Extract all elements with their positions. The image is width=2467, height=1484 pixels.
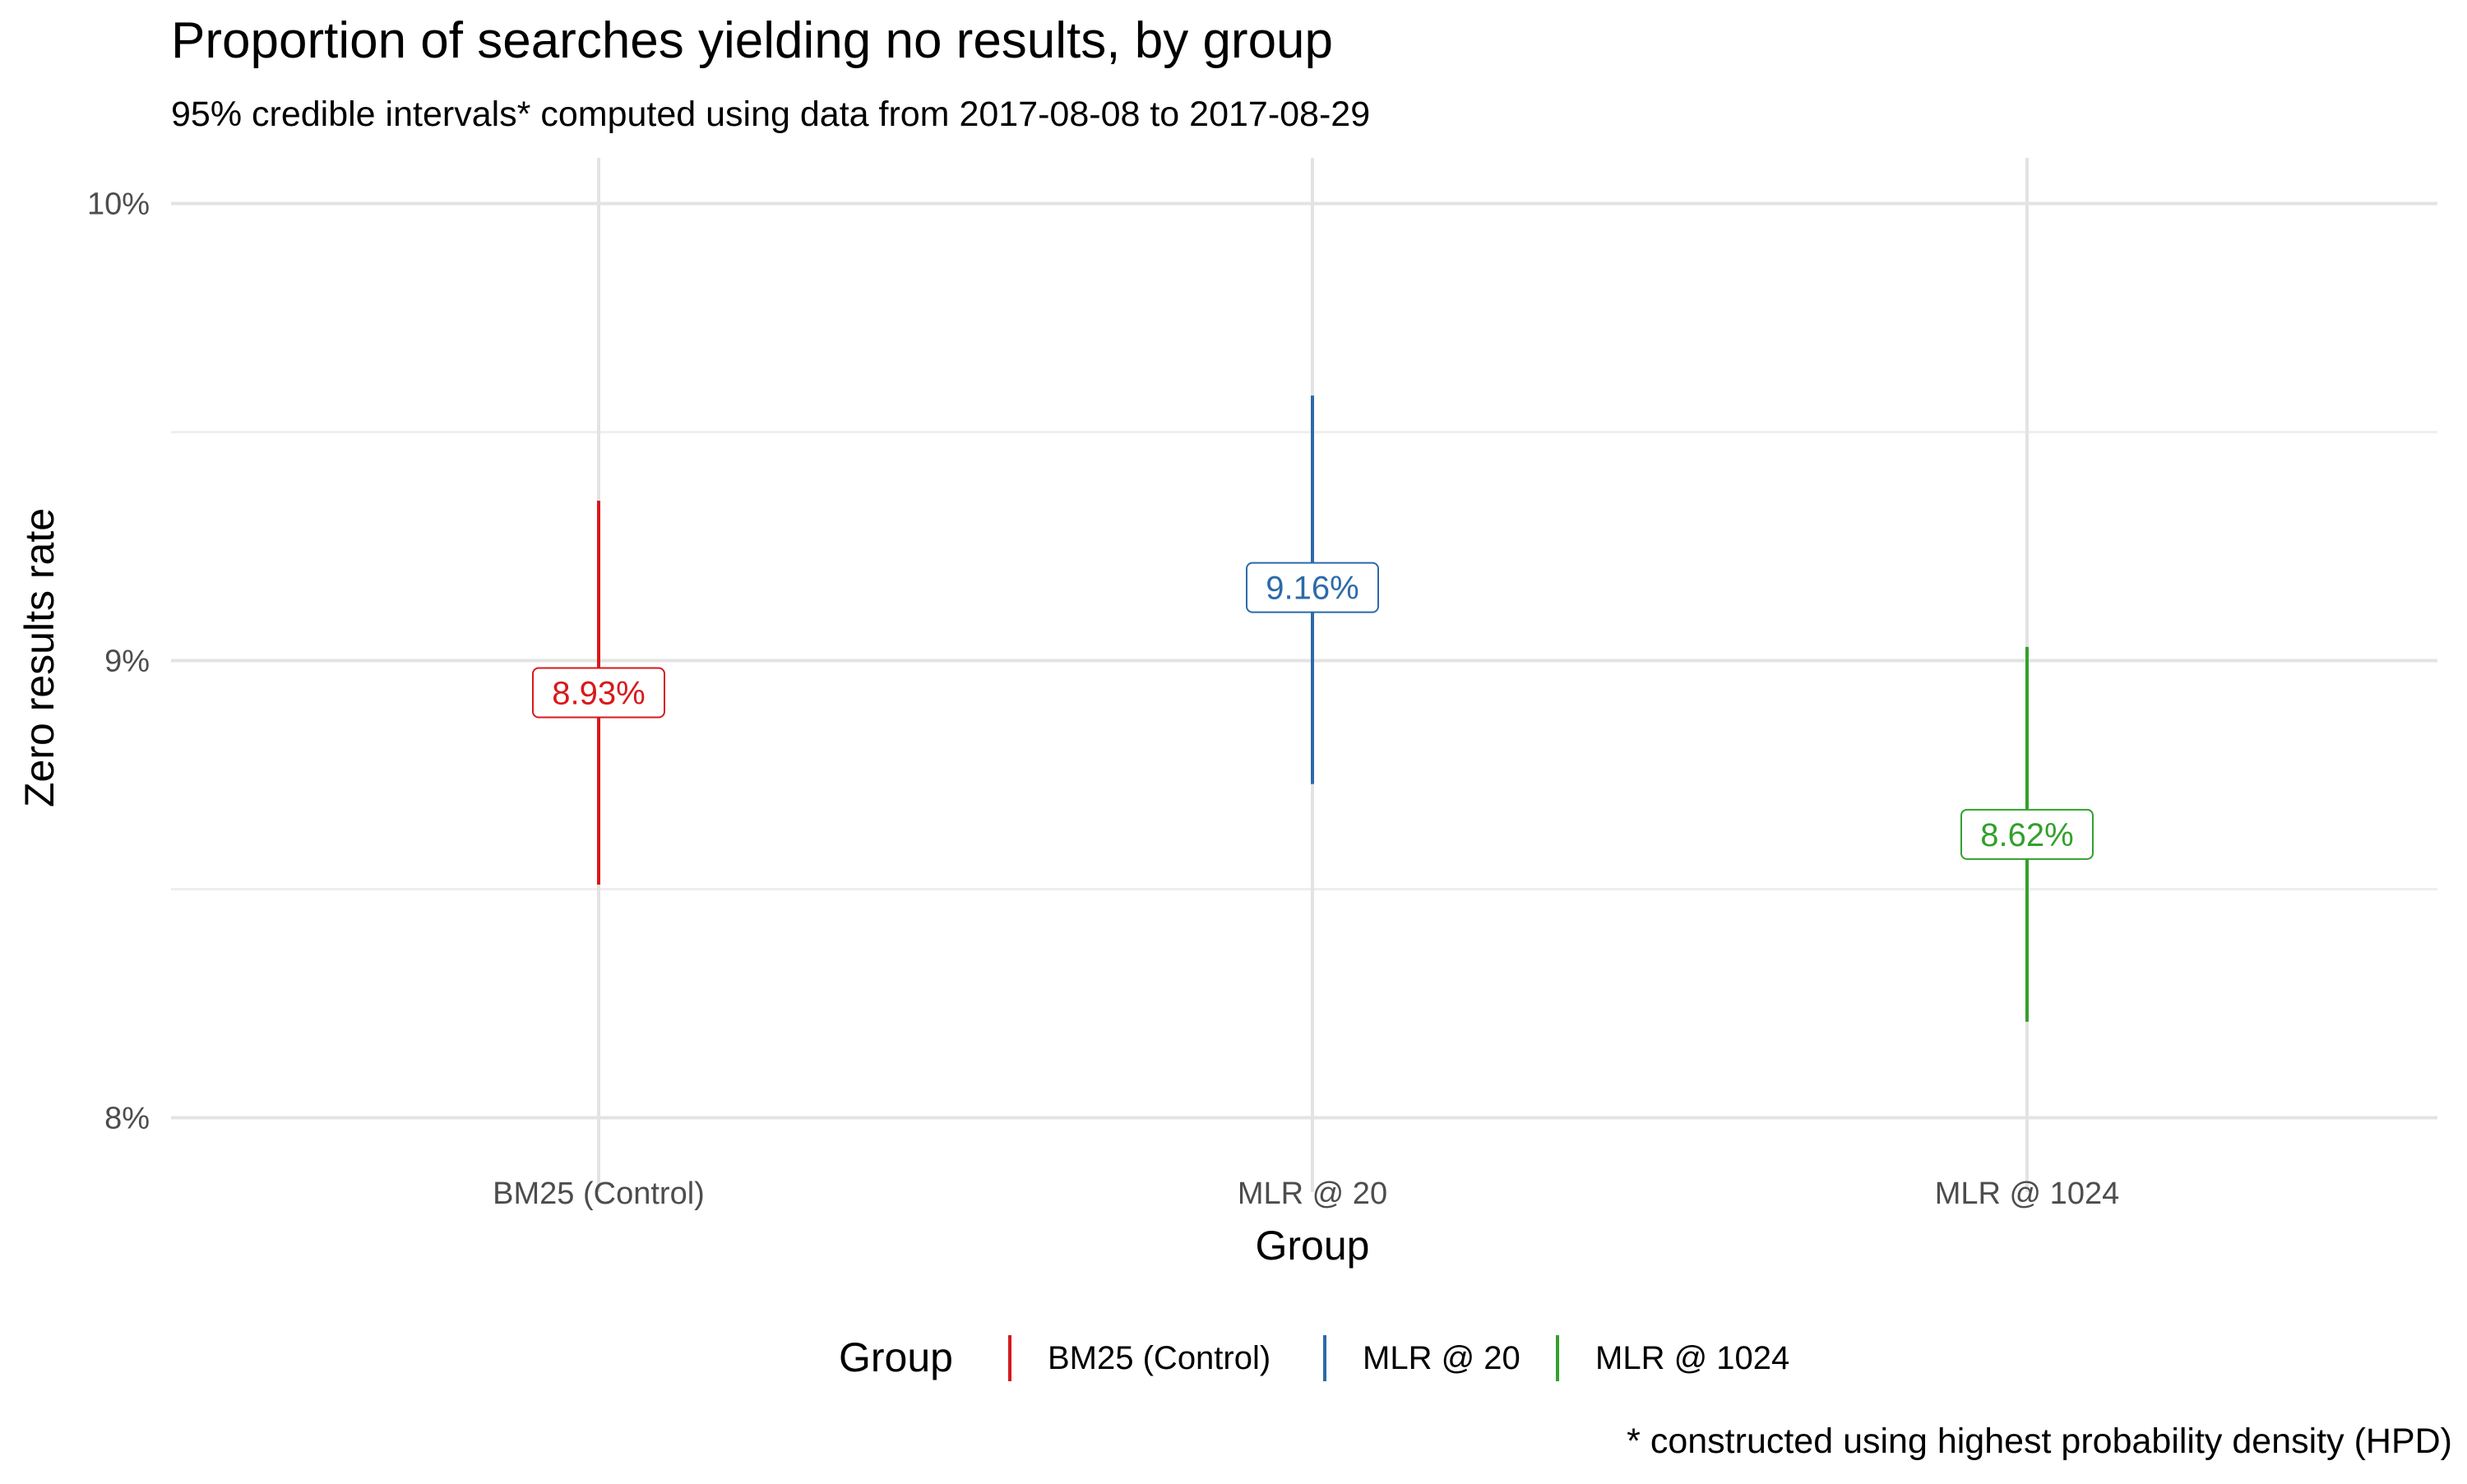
x-axis-title: Group — [1256, 1223, 1370, 1269]
legend-label: BM25 (Control) — [1048, 1340, 1271, 1376]
estimate-label: 8.62% — [1960, 808, 2094, 860]
legend-label: MLR @ 20 — [1363, 1340, 1520, 1376]
estimate-label-box — [1960, 808, 2094, 860]
legend: Group BM25 (Control) MLR @ 20 MLR @ 1024 — [839, 1334, 1789, 1381]
estimate-label-text: 8.62% — [1980, 817, 2073, 853]
legend-title: Group — [839, 1334, 953, 1380]
y-axis-ticks: 8% 9% 10% — [87, 187, 150, 1136]
chart-title: Proportion of searches yielding no resul… — [171, 12, 1333, 69]
y-axis-title: Zero results rate — [16, 508, 62, 807]
estimate-label-text: 9.16% — [1266, 571, 1358, 607]
estimate-label-layer: 8.93% 9.16% 8.62% — [532, 562, 2094, 860]
y-tick-label: 9% — [104, 645, 150, 679]
chart-caption: * constructed using highest probability … — [1627, 1422, 2452, 1461]
x-tick-label: MLR @ 1024 — [1935, 1177, 2119, 1211]
legend-item: MLR @ 1024 — [1556, 1335, 1789, 1381]
y-tick-label: 10% — [87, 187, 150, 222]
chart-subtitle: 95% credible intervals* computed using d… — [171, 95, 1370, 134]
legend-item: BM25 (Control) — [1008, 1335, 1271, 1381]
legend-item: MLR @ 20 — [1323, 1335, 1520, 1381]
estimate-label-box — [532, 667, 665, 719]
legend-label: MLR @ 1024 — [1595, 1340, 1789, 1376]
x-tick-label: BM25 (Control) — [493, 1177, 705, 1211]
estimate-label: 9.16% — [1246, 562, 1379, 613]
estimate-label-box — [1246, 562, 1379, 613]
x-axis-ticks: BM25 (Control) MLR @ 20 MLR @ 1024 — [493, 1177, 2119, 1211]
estimate-label-text: 8.93% — [552, 675, 645, 711]
y-tick-label: 8% — [104, 1102, 150, 1136]
x-tick-label: MLR @ 20 — [1238, 1177, 1387, 1211]
estimate-label: 8.93% — [532, 667, 665, 719]
legend-items: BM25 (Control) MLR @ 20 MLR @ 1024 — [1008, 1335, 1789, 1381]
